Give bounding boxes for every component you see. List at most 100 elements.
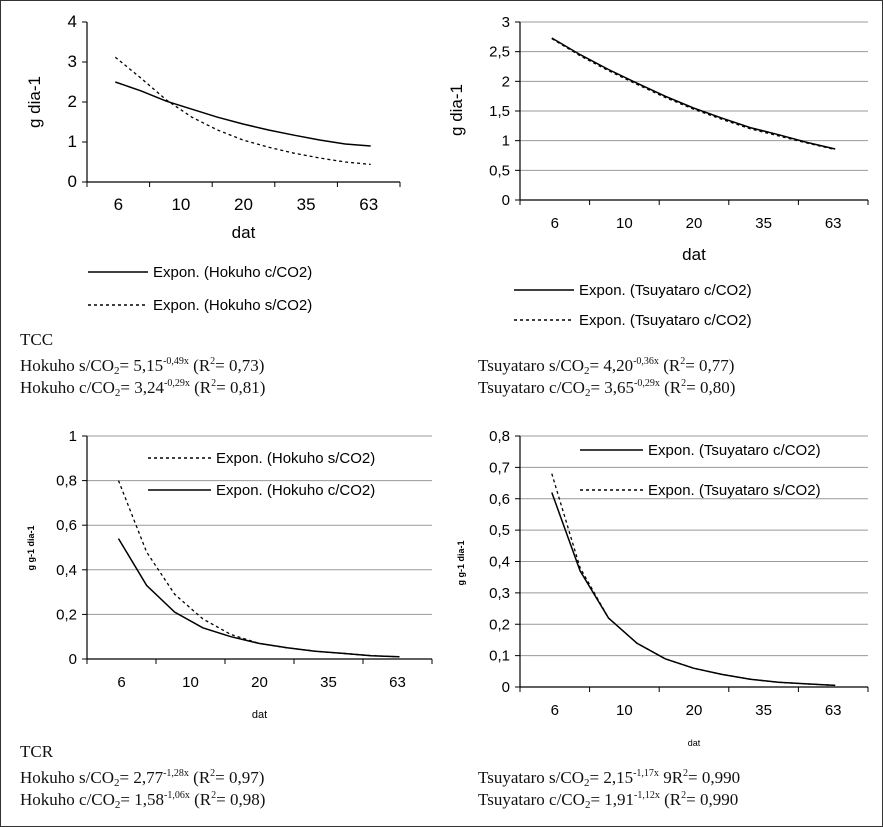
- equation-name: Hokuho c/CO: [20, 790, 115, 809]
- y-tick-label: 2: [502, 73, 510, 90]
- x-tick-label: 63: [359, 195, 378, 214]
- y-tick-label: 0,4: [489, 554, 510, 571]
- x-tick-label: 20: [234, 195, 253, 214]
- y-tick-label: 0: [68, 172, 77, 191]
- equation-r_pre: 9R: [658, 768, 684, 787]
- equation-sub: 2: [584, 365, 590, 377]
- equation-r_sup: 2: [680, 356, 686, 367]
- x-tick-label: 63: [825, 215, 842, 232]
- x-axis-label: dat: [232, 223, 256, 242]
- equation-exp: -1,28x: [163, 768, 189, 779]
- equation-r_sup: 2: [210, 356, 216, 367]
- x-tick-label: 20: [251, 674, 268, 691]
- equation-coef: = 1,58: [120, 790, 165, 809]
- x-tick-label: 6: [551, 702, 559, 719]
- equation-sub: 2: [584, 777, 590, 789]
- equation-name: Hokuho c/CO: [20, 378, 115, 397]
- equation-name: Tsuyataro c/CO: [478, 378, 585, 397]
- x-tick-label: 35: [755, 702, 772, 719]
- equation-r_sup: 2: [211, 378, 217, 389]
- equation-exp: -1,06x: [164, 790, 190, 801]
- equation-sub: 2: [584, 387, 591, 399]
- y-tick-label: 1: [502, 133, 510, 150]
- equation-coef: = 4,20: [589, 356, 634, 375]
- y-tick-label: 1: [69, 428, 77, 445]
- equation-coef: = 2,15: [589, 768, 634, 787]
- legend-label: Expon. (Hokuho s/CO2): [216, 450, 375, 467]
- legend-label: Expon. (Hokuho c/CO2): [216, 482, 375, 499]
- y-tick-label: 0,6: [489, 491, 510, 508]
- x-tick-label: 10: [171, 195, 190, 214]
- y-tick-label: 0,8: [56, 473, 77, 490]
- chart-tcc-hokuho: 0 1 2 3 4 6 10 20 35 63 dat g dia-1 Expon. (Hokuho c…: [25, 12, 401, 314]
- chart-tcc-tsuyataro: 0 0,5 1 1,5 2 2,5 3 6 10 20 35 63 dat g dia-1 Expon. (…: [447, 14, 869, 329]
- equation-exp: -1,12x: [634, 790, 660, 801]
- x-tick-label: 35: [755, 215, 772, 232]
- equation-r_val: = 0,990: [686, 790, 739, 809]
- equation-name: Hokuho s/CO: [20, 356, 114, 375]
- x-tick-label: 63: [825, 702, 842, 719]
- legend-label: Expon. (Tsuyataro c/CO2): [579, 282, 752, 299]
- equation-7: Tsuyataro c/CO2= 1,91-1,12x (R2= 0,990: [478, 786, 738, 815]
- y-tick-label: 3: [502, 14, 510, 31]
- equation-sub: 2: [114, 799, 121, 811]
- series-line-0: [115, 81, 371, 147]
- equation-exp: -0,29x: [164, 378, 190, 389]
- x-tick-label: 35: [320, 674, 337, 691]
- legend-label: Expon. (Tsuyataro c/CO2): [648, 442, 821, 459]
- y-tick-label: 0,6: [56, 517, 77, 534]
- x-tick-label: 6: [117, 674, 125, 691]
- equation-sub: 2: [114, 387, 121, 399]
- y-tick-label: 0,2: [56, 606, 77, 623]
- x-tick-label: 6: [551, 215, 559, 232]
- equation-r_val: = 0,81): [216, 378, 266, 397]
- equation-2: Tsuyataro s/CO2= 4,20-0,36x (R2= 0,77): [478, 352, 734, 381]
- x-axis-label: dat: [688, 738, 701, 748]
- equation-exp: -0,29x: [634, 378, 660, 389]
- section-label-tcr: TCR: [20, 742, 54, 761]
- equation-coef: = 5,15: [119, 356, 164, 375]
- equation-r_val: = 0,80): [686, 378, 736, 397]
- y-axis-label: g g-1 dia-1: [26, 525, 36, 570]
- x-tick-label: 35: [297, 195, 316, 214]
- y-tick-label: 4: [68, 12, 77, 31]
- equation-r_val: = 0,77): [685, 356, 735, 375]
- y-tick-label: 0,5: [489, 522, 510, 539]
- series-line-0: [551, 492, 836, 687]
- equation-r_sup: 2: [683, 768, 689, 779]
- y-axis-label: g g-1 dia-1: [456, 540, 466, 585]
- x-axis-label: dat: [252, 709, 267, 721]
- y-tick-label: 0,7: [489, 459, 510, 476]
- equation-sub: 2: [113, 777, 120, 789]
- equation-coef: = 3,65: [590, 378, 635, 397]
- y-tick-label: 0,4: [56, 562, 77, 579]
- x-tick-label: 10: [182, 674, 199, 691]
- equation-r_pre: (R: [189, 790, 212, 809]
- equation-r_val: = 0,98): [216, 790, 266, 809]
- y-tick-label: 0,8: [489, 428, 510, 445]
- y-tick-label: 0: [502, 679, 510, 696]
- y-tick-label: 0,5: [489, 162, 510, 179]
- equation-6: Tsuyataro s/CO2= 2,15-1,17x 9R2= 0,990: [478, 764, 740, 793]
- equation-4: Hokuho s/CO2= 2,77-1,28x (R2= 0,97): [20, 764, 264, 793]
- equation-exp: -1,17x: [633, 768, 659, 779]
- y-tick-label: 0,2: [489, 616, 510, 633]
- y-tick-label: 0: [502, 192, 510, 209]
- equation-r_pre: (R: [658, 356, 681, 375]
- equation-r_pre: (R: [188, 356, 211, 375]
- series-line-0: [551, 37, 836, 150]
- equation-exp: -0,36x: [633, 356, 659, 367]
- equation-r_sup: 2: [681, 378, 687, 389]
- series-line-1: [117, 538, 400, 658]
- y-axis-label: g dia-1: [447, 84, 466, 136]
- equation-r_val: = 0,990: [688, 768, 741, 787]
- equation-r_val: = 0,97): [215, 768, 265, 787]
- x-tick-label: 10: [616, 215, 633, 232]
- y-tick-label: 0: [69, 651, 77, 668]
- x-tick-label: 10: [616, 702, 633, 719]
- equation-coef: = 1,91: [590, 790, 635, 809]
- equation-r_pre: (R: [188, 768, 211, 787]
- x-tick-label: 20: [686, 702, 703, 719]
- legend-label: Expon. (Tsuyataro c/CO2): [579, 312, 752, 329]
- series-line-0: [117, 480, 400, 658]
